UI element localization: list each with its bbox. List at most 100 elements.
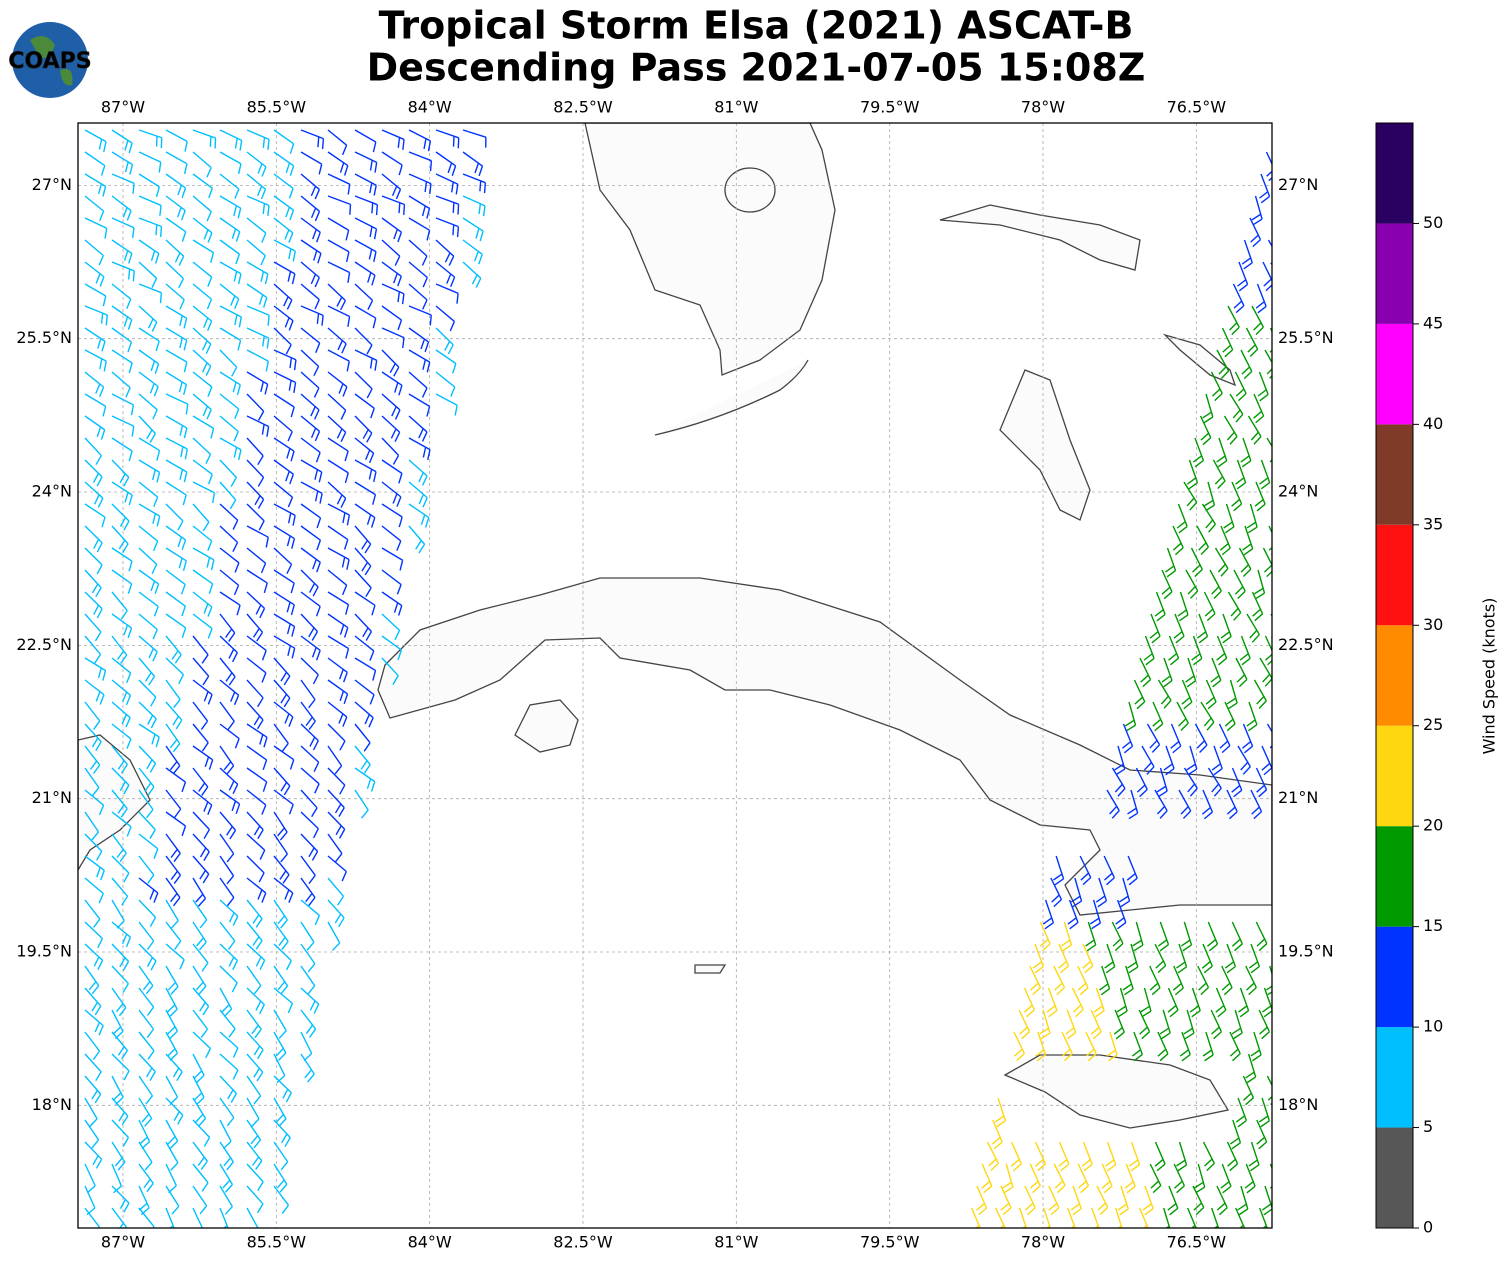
colorbar-label: Wind Speed (knots): [1480, 598, 1499, 755]
y-tick-label: 27°N: [1278, 175, 1318, 194]
wind-barb: [138, 723, 160, 748]
x-tick-label: 76.5°W: [1167, 1233, 1227, 1252]
wind-barb: [165, 217, 187, 242]
wind-barb: [219, 1075, 238, 1103]
colorbar-tick-label: 25: [1423, 715, 1443, 734]
logo-text: COAPS: [8, 49, 91, 74]
wind-barb: [300, 283, 320, 310]
wind-barb: [1013, 1031, 1026, 1062]
wind-barb: [327, 305, 351, 327]
wind-barb: [1242, 1075, 1255, 1106]
wind-barb: [111, 239, 133, 264]
wind-barb: [273, 1141, 289, 1171]
wind-barb: [1240, 349, 1253, 380]
wind-barb: [138, 943, 157, 971]
wind-barb: [381, 459, 403, 484]
wind-barb: [381, 129, 405, 150]
wind-barb: [300, 591, 321, 617]
wind-barb: [1268, 525, 1272, 556]
wind-barb: [1104, 943, 1116, 974]
wind-barb: [219, 1053, 239, 1080]
wind-barb: [327, 789, 345, 817]
wind-barb: [1251, 305, 1265, 336]
x-tick-label: 79.5°W: [860, 98, 920, 117]
wind-barb: [138, 173, 161, 197]
wind-barb: [1231, 481, 1243, 512]
wind-barb: [327, 217, 350, 241]
wind-barb: [84, 1097, 98, 1127]
y-tick-label: 27°N: [32, 175, 72, 194]
wind-barb: [192, 459, 213, 485]
wind-barb: [138, 1075, 154, 1105]
wind-barb: [300, 437, 321, 463]
wind-barb: [1146, 723, 1161, 753]
wind-barb: [381, 481, 402, 507]
wind-barb: [1245, 327, 1259, 358]
wind-barb: [192, 965, 207, 995]
wind-barb: [192, 1075, 205, 1106]
wind-barb: [219, 349, 238, 377]
wind-barb: [138, 1097, 153, 1127]
wind-barb: [192, 591, 213, 617]
wind-barb: [273, 173, 294, 199]
map-frame: [77, 122, 1273, 1229]
wind-barb: [84, 283, 107, 307]
wind-barb: [273, 569, 295, 594]
wind-barb: [408, 217, 431, 241]
wind-barb: [246, 745, 268, 771]
wind-barb: [138, 1009, 155, 1038]
wind-barb: [192, 1009, 209, 1038]
wind-barb: [300, 1009, 317, 1038]
wind-barb: [300, 525, 322, 551]
wind-barb: [1131, 1031, 1144, 1062]
wind-barb: [165, 151, 188, 175]
wind-barb: [273, 657, 291, 686]
wind-barb: [192, 877, 207, 907]
wind-barb: [1265, 965, 1272, 996]
wind-barb: [1203, 591, 1216, 622]
wind-barb: [84, 525, 103, 553]
wind-barb: [165, 657, 185, 685]
wind-barb: [219, 459, 237, 487]
x-tick-label: 78°W: [1021, 98, 1065, 117]
colorbar-segment: [1376, 424, 1413, 525]
wind-barb: [1067, 899, 1079, 930]
lake: [724, 167, 776, 213]
wind-barb: [138, 613, 158, 640]
wind-barb: [246, 767, 268, 792]
colorbar-tick-label: 35: [1423, 514, 1443, 533]
wind-barb: [435, 283, 459, 304]
wind-barb: [1257, 371, 1269, 402]
wind-barb: [1079, 855, 1092, 886]
wind-barb: [1253, 569, 1266, 600]
wind-barb: [192, 283, 213, 310]
wind-barb: [327, 635, 350, 659]
wind-barb: [84, 1075, 102, 1104]
wind-barb: [138, 525, 159, 552]
wind-barb: [84, 789, 105, 816]
wind-barb: [1042, 899, 1055, 930]
wind-barb: [1002, 1163, 1014, 1194]
wind-barb: [354, 217, 378, 240]
wind-barb: [435, 349, 457, 374]
wind-barb: [273, 877, 294, 903]
wind-barb: [246, 701, 264, 730]
wind-barb: [246, 459, 265, 487]
wind-barb: [111, 943, 130, 971]
wind-barb: [273, 789, 294, 815]
wind-barb: [111, 877, 129, 906]
wind-barb: [354, 701, 374, 728]
wind-barb: [381, 503, 403, 528]
wind-barb: [84, 745, 101, 774]
wind-barb: [165, 261, 185, 289]
wind-barb: [1201, 503, 1216, 533]
wind-barb: [435, 239, 455, 266]
wind-barb: [1212, 459, 1226, 489]
wind-barb: [1259, 173, 1271, 204]
wind-barb: [1035, 1031, 1047, 1062]
wind-barb: [84, 261, 105, 287]
wind-barb: [165, 371, 188, 395]
wind-barb: [1202, 393, 1214, 424]
wind-barb: [111, 833, 127, 863]
wind-barb: [1157, 921, 1170, 952]
